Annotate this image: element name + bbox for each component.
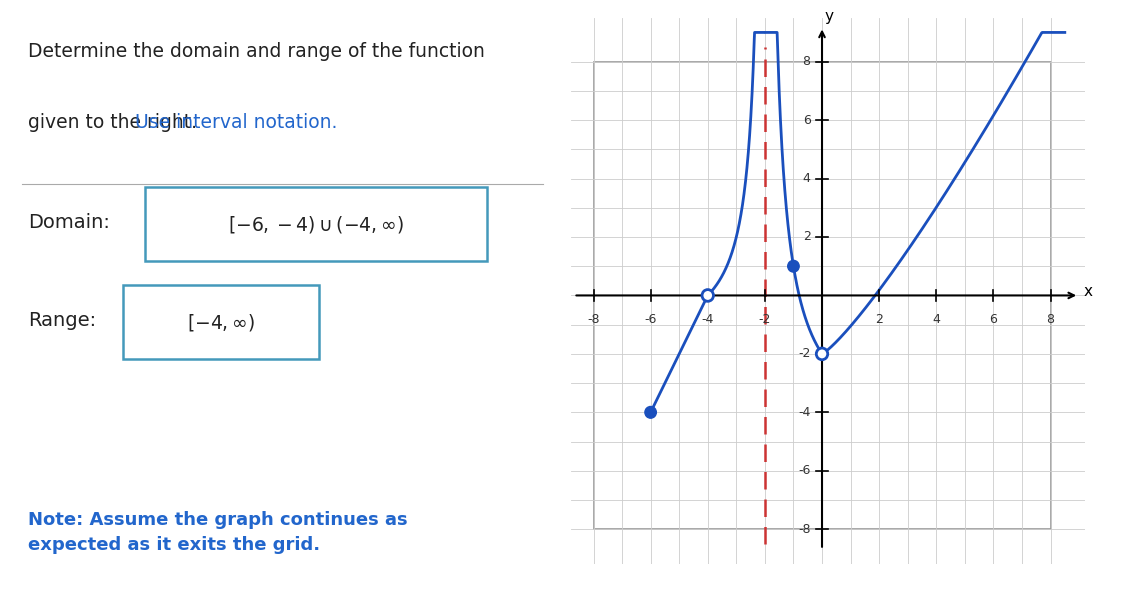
Text: 4: 4	[802, 172, 810, 185]
Text: -2: -2	[758, 313, 771, 326]
Bar	[593, 62, 1051, 529]
FancyBboxPatch shape	[123, 285, 319, 359]
Text: -8: -8	[798, 523, 810, 536]
Text: Use interval notation.: Use interval notation.	[136, 113, 338, 132]
Text: x: x	[1084, 283, 1093, 299]
Text: 2: 2	[802, 230, 810, 244]
Text: 6: 6	[802, 113, 810, 127]
Text: Range:: Range:	[28, 311, 96, 330]
Text: 8: 8	[1046, 313, 1054, 326]
Text: -6: -6	[798, 465, 810, 478]
Text: 6: 6	[990, 313, 998, 326]
Text: $[-6,-4)\cup(-4,\infty)$: $[-6,-4)\cup(-4,\infty)$	[228, 214, 403, 235]
Text: 4: 4	[932, 313, 940, 326]
Text: given to the right.: given to the right.	[28, 113, 203, 132]
Text: -4: -4	[798, 406, 810, 419]
Circle shape	[645, 406, 657, 418]
Text: Note: Assume the graph continues as
expected as it exits the grid.: Note: Assume the graph continues as expe…	[28, 511, 408, 554]
Text: -2: -2	[798, 347, 810, 361]
Text: $[-4,\infty)$: $[-4,\infty)$	[188, 312, 255, 333]
Text: -4: -4	[702, 313, 714, 326]
Text: Determine the domain and range of the function: Determine the domain and range of the fu…	[28, 42, 485, 61]
Circle shape	[702, 290, 713, 301]
Text: 2: 2	[876, 313, 883, 326]
Circle shape	[816, 348, 827, 360]
Text: 8: 8	[802, 55, 810, 68]
Text: -8: -8	[588, 313, 600, 326]
Text: Domain:: Domain:	[28, 213, 110, 232]
Text: -6: -6	[644, 313, 657, 326]
FancyBboxPatch shape	[146, 187, 487, 261]
Text: y: y	[825, 9, 834, 24]
Circle shape	[788, 260, 799, 272]
